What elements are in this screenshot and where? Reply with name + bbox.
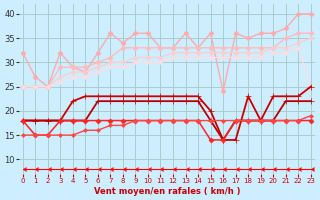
X-axis label: Vent moyen/en rafales ( km/h ): Vent moyen/en rafales ( km/h ) (93, 187, 240, 196)
